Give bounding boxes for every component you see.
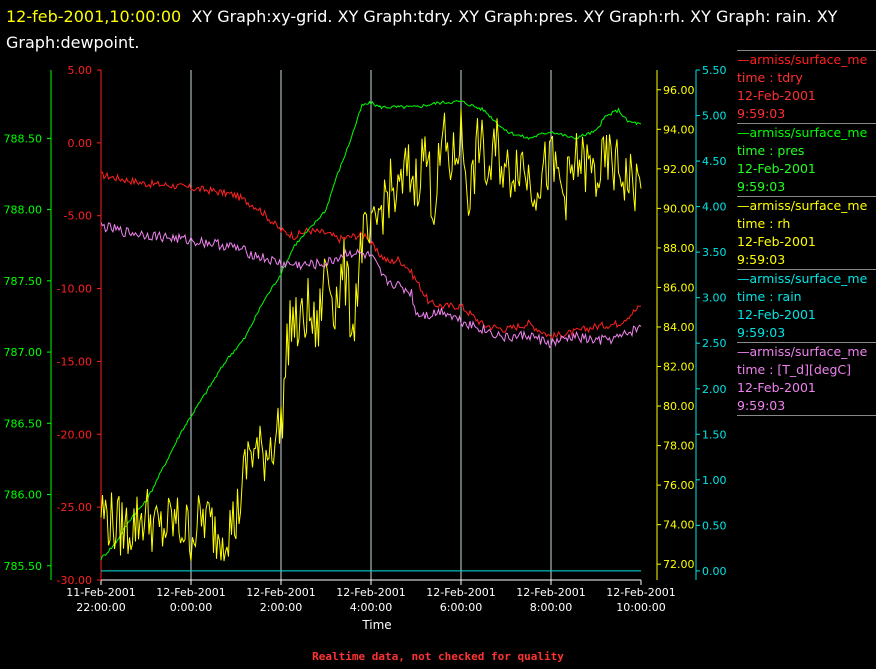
title-text: XY Graph:xy-grid. XY Graph:tdry. XY Grap…: [6, 7, 838, 52]
rh-y-tick-label: 94.00: [663, 123, 695, 136]
x-tick-label: 22:00:00: [76, 601, 125, 614]
legend-time: 9:59:03: [737, 179, 786, 194]
x-tick-label: 4:00:00: [350, 601, 392, 614]
legend-source: —armiss/surface_me: [737, 344, 868, 359]
rain-y-tick-label: 5.00: [702, 110, 727, 123]
tdry-y-tick-label: -15.00: [57, 355, 92, 368]
rh-y-tick-label: 88.00: [663, 242, 695, 255]
legend-date: 12-Feb-2001: [737, 380, 816, 395]
window-title: 12-feb-2001,10:00:00 XY Graph:xy-grid. X…: [6, 4, 866, 56]
rain-y-tick-label: 0.00: [702, 565, 727, 578]
rain-y-tick-label: 4.50: [702, 155, 727, 168]
x-tick-label: 0:00:00: [170, 601, 212, 614]
legend-date: 12-Feb-2001: [737, 307, 816, 322]
legend-date: 12-Feb-2001: [737, 234, 816, 249]
pres-y-tick-label: 788.50: [4, 132, 43, 145]
rh-y-tick-label: 90.00: [663, 202, 695, 215]
x-tick-label: 10:00:00: [616, 601, 665, 614]
rain-y-tick-label: 1.50: [702, 428, 727, 441]
legend-time: 9:59:03: [737, 325, 786, 340]
pres-y-tick-label: 787.50: [4, 275, 43, 288]
series-pres-line: [100, 100, 642, 561]
tdry-y-tick-label: -10.00: [57, 283, 92, 296]
tdry-y-tick-label: 0.00: [68, 137, 93, 150]
rh-y-tick-label: 76.00: [663, 479, 695, 492]
rain-y-tick-label: 4.00: [702, 201, 727, 214]
rh-y-tick-label: 92.00: [663, 163, 695, 176]
x-tick-label: 6:00:00: [440, 601, 482, 614]
rh-y-tick-label: 86.00: [663, 281, 695, 294]
rain-y-tick-label: 3.00: [702, 292, 727, 305]
legend: —armiss/surface_me time : tdry 12-Feb-2001…: [737, 50, 876, 416]
rain-y-tick-label: 1.00: [702, 474, 727, 487]
legend-var: time : tdry: [737, 70, 803, 85]
rh-y-tick-label: 72.00: [663, 558, 695, 571]
legend-source: —armiss/surface_me: [737, 52, 868, 67]
x-tick-label: 12-Feb-2001: [156, 586, 225, 599]
rh-y-tick-label: 82.00: [663, 361, 695, 374]
pres-y-tick-label: 787.00: [4, 346, 43, 359]
legend-source: —armiss/surface_me: [737, 271, 868, 286]
series-tddegc-line: [100, 222, 642, 349]
legend-date: 12-Feb-2001: [737, 88, 816, 103]
x-tick-label: 12-Feb-2001: [426, 586, 495, 599]
tdry-y-tick-label: -25.00: [57, 501, 92, 514]
x-tick-label: 12-Feb-2001: [516, 586, 585, 599]
x-tick-label: 2:00:00: [260, 601, 302, 614]
series-tdry-line: [101, 171, 642, 342]
legend-time: 9:59:03: [737, 252, 786, 267]
tdry-y-tick-label: -5.00: [64, 210, 92, 223]
legend-source: —armiss/surface_me: [737, 198, 868, 213]
rh-y-tick-label: 84.00: [663, 321, 695, 334]
tdry-y-tick-label: -30.00: [57, 574, 92, 587]
legend-date: 12-Feb-2001: [737, 161, 816, 176]
tdry-y-tick-label: -20.00: [57, 428, 92, 441]
legend-time: 9:59:03: [737, 106, 786, 121]
rh-y-tick-label: 80.00: [663, 400, 695, 413]
title-timestamp: 12-feb-2001,10:00:00: [6, 7, 182, 26]
rh-y-tick-label: 74.00: [663, 519, 695, 532]
tdry-y-tick-label: 5.00: [68, 64, 93, 77]
rain-y-tick-label: 3.50: [702, 246, 727, 259]
x-tick-label: 11-Feb-2001: [66, 586, 135, 599]
rh-y-tick-label: 78.00: [663, 440, 695, 453]
rain-y-tick-label: 2.00: [702, 383, 727, 396]
pres-y-tick-label: 786.50: [4, 417, 43, 430]
quality-notice: Realtime data, not checked for quality: [312, 650, 564, 663]
x-axis-label: Time: [361, 618, 391, 632]
pres-y-tick-label: 788.00: [4, 204, 43, 217]
pres-y-tick-label: 785.50: [4, 560, 43, 573]
rain-y-tick-label: 0.50: [702, 519, 727, 532]
x-tick-label: 12-Feb-2001: [246, 586, 315, 599]
rain-y-tick-label: 2.50: [702, 337, 727, 350]
legend-var: time : rh: [737, 216, 791, 231]
rain-y-tick-label: 5.50: [702, 64, 727, 77]
pres-y-tick-label: 786.00: [4, 489, 43, 502]
x-tick-label: 12-Feb-2001: [336, 586, 405, 599]
legend-var: time : [T_d][degC]: [737, 362, 852, 377]
x-tick-label: 8:00:00: [530, 601, 572, 614]
legend-source: —armiss/surface_me: [737, 125, 868, 140]
legend-time: 9:59:03: [737, 398, 786, 413]
rh-y-tick-label: 96.00: [663, 84, 695, 97]
legend-var: time : pres: [737, 143, 805, 158]
series-rh-line: [100, 108, 642, 562]
x-tick-label: 12-Feb-2001: [606, 586, 675, 599]
legend-var: time : rain: [737, 289, 802, 304]
